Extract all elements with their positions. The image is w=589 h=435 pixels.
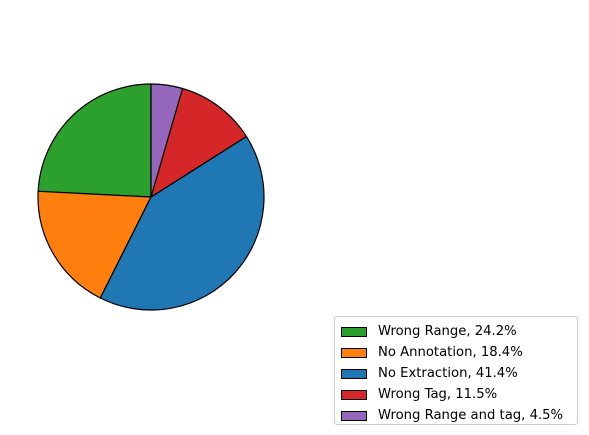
pie-slice-wrong-range	[37, 83, 152, 198]
pie-slice-wrong-range-and-tag	[150, 83, 184, 198]
legend-swatch	[341, 410, 367, 421]
legend: Wrong Range, 24.2% No Annotation, 18.4% No…	[334, 316, 578, 425]
legend-label: Wrong Range and tag, 4.5%	[378, 408, 564, 423]
legend-swatch	[341, 389, 367, 400]
legend-item: No Annotation, 18.4%	[341, 342, 577, 363]
legend-swatch	[341, 326, 367, 337]
pie-slice-no-annotation	[37, 190, 152, 299]
legend-item: Wrong Tag, 11.5%	[341, 384, 577, 405]
pie-slice-no-extraction	[99, 135, 265, 311]
legend-item: No Extraction, 41.4%	[341, 363, 577, 384]
legend-label: No Extraction, 41.4%	[378, 366, 518, 381]
legend-label: Wrong Range, 24.2%	[378, 324, 517, 339]
legend-label: Wrong Tag, 11.5%	[378, 387, 498, 402]
legend-swatch	[341, 368, 367, 379]
legend-item: Wrong Range and tag, 4.5%	[341, 405, 577, 426]
legend-item: Wrong Range, 24.2%	[341, 321, 577, 342]
legend-label: No Annotation, 18.4%	[378, 345, 523, 360]
legend-swatch	[341, 347, 367, 358]
